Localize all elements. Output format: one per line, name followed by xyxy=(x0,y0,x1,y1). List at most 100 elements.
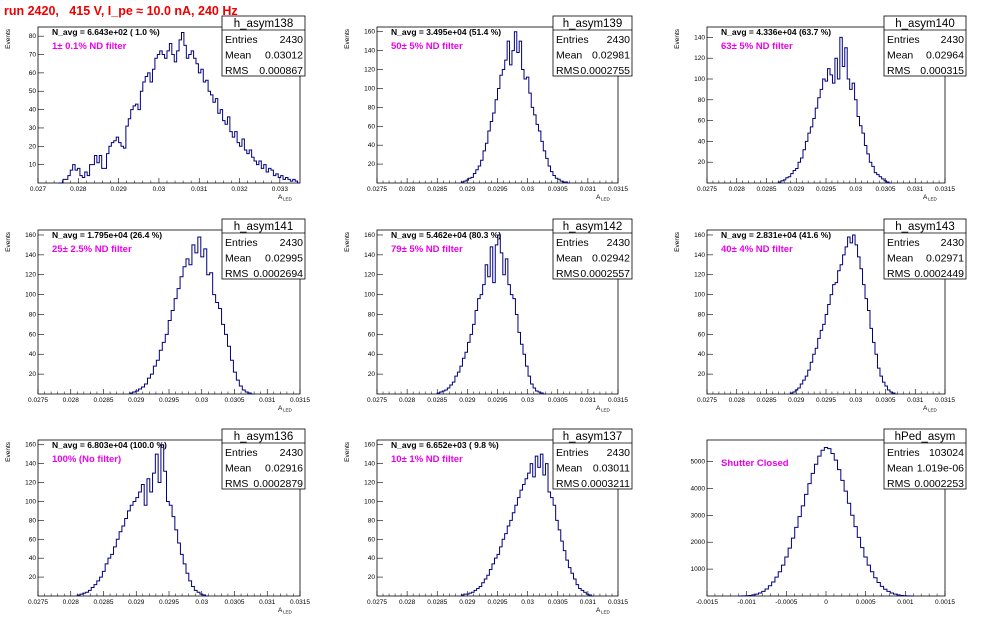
y-tick-label: 160 xyxy=(694,232,705,239)
x-axis-label: A xyxy=(596,607,601,614)
y-tick-label: 4000 xyxy=(691,485,706,492)
stats-box-frame xyxy=(883,15,967,77)
x-tick-label: 0.0315 xyxy=(608,397,628,404)
stats-value-rms: 0.0002253 xyxy=(914,478,964,490)
stats-label-rms: RMS xyxy=(225,65,248,77)
histogram-line xyxy=(777,36,892,184)
n-avg-label: N_avg = 6.803e+04 (100.0 %) xyxy=(52,440,167,450)
y-tick-label: 60 xyxy=(29,70,37,77)
x-tick-label: 0.0305 xyxy=(548,186,568,193)
x-axis-label-sub: LED xyxy=(601,610,611,615)
stats-label-entries: Entries xyxy=(225,447,258,459)
stats-value-rms: 0.0002879 xyxy=(253,478,303,490)
x-tick-label: 0.0275 xyxy=(697,186,717,193)
stats-value-entries: 2430 xyxy=(607,34,631,46)
stats-value-rms: 0.0002557 xyxy=(580,268,630,280)
stats-label-entries: Entries xyxy=(887,237,920,249)
stats-label-rms: RMS xyxy=(556,268,579,280)
x-tick-label: 0.0275 xyxy=(28,397,48,404)
histogram-panel-hPed_asym: -0.0015 -0.001 -0.0005 0 0.0005 0.001 0.0015 10… xyxy=(691,428,967,606)
x-tick-label: 0.028 xyxy=(63,599,80,606)
x-tick-label: 0.0285 xyxy=(94,599,114,606)
n-avg-label: N_avg = 6.652e+03 ( 9.8 %) xyxy=(391,440,499,450)
x-axis-label: A xyxy=(596,194,601,201)
y-tick-label: 80 xyxy=(698,97,706,104)
histogram-line xyxy=(789,234,898,395)
x-tick-label: 0.0295 xyxy=(159,599,179,606)
y-tick-label: 40 xyxy=(368,142,376,149)
x-tick-label: 0.029 xyxy=(788,397,805,404)
stats-label-rms: RMS xyxy=(225,268,248,280)
y-tick-label: 140 xyxy=(694,252,705,259)
y-tick-label: 100 xyxy=(364,498,375,505)
stats-box-frame xyxy=(883,218,967,280)
y-tick-label: 140 xyxy=(364,461,375,468)
y-tick-label: 30 xyxy=(29,125,37,132)
filter-label: 79± 5% ND filter xyxy=(391,244,463,255)
stats-value-mean: 0.02964 xyxy=(926,50,964,62)
stats-label-rms: RMS xyxy=(225,478,248,490)
x-tick-label: 0.028 xyxy=(399,599,416,606)
stats-label-mean: Mean xyxy=(887,253,913,265)
stats-value-entries: 2430 xyxy=(280,237,304,249)
stats-value-rms: 0.0002449 xyxy=(914,268,964,280)
y-tick-label: 50 xyxy=(29,88,37,95)
y-axis-label: Events xyxy=(674,28,681,49)
x-axis-label: A xyxy=(278,405,283,412)
x-tick-label: 0.029 xyxy=(788,186,805,193)
histogram-name: h_asym140 xyxy=(895,18,954,30)
x-tick-label: 0.0295 xyxy=(816,186,836,193)
stats-value-entries: 2430 xyxy=(607,447,631,459)
y-tick-label: 160 xyxy=(364,232,375,239)
x-tick-label: 0.0295 xyxy=(159,397,179,404)
x-tick-label: 0.0005 xyxy=(856,599,876,606)
page-title: run 2420, 415 V, I_pe ≈ 10.0 nA, 240 Hz xyxy=(4,4,238,18)
x-tick-label: 0.0305 xyxy=(548,397,568,404)
stats-value-entries: 103024 xyxy=(929,447,964,459)
histogram-name: h_asym143 xyxy=(895,221,954,233)
y-tick-label: 160 xyxy=(364,442,375,449)
x-axis-label-sub: LED xyxy=(601,408,611,413)
histogram-name: h_asym137 xyxy=(563,431,622,443)
x-tick-label: 0.0285 xyxy=(757,186,777,193)
histogram-name: hPed_asym xyxy=(895,431,956,443)
stats-box: h_asym142 Entries 2430 Mean 0.02942 RMS 0.0002… xyxy=(552,218,633,280)
x-tick-label: 0.0275 xyxy=(28,599,48,606)
stats-value-mean: 0.03012 xyxy=(265,50,303,62)
stats-value-entries: 2430 xyxy=(607,237,631,249)
x-tick-label: 0.0295 xyxy=(488,599,508,606)
y-tick-label: 160 xyxy=(25,442,36,449)
y-tick-label: 120 xyxy=(364,67,375,74)
stats-value-rms: 0.0003211 xyxy=(581,478,630,490)
y-tick-label: 20 xyxy=(698,159,706,166)
x-tick-label: 0.031 xyxy=(580,397,597,404)
x-tick-label: 0.03 xyxy=(195,599,208,606)
histogram-name: h_asym136 xyxy=(234,431,293,443)
stats-value-rms: 0.0002694 xyxy=(253,268,303,280)
x-tick-label: 0.0295 xyxy=(488,186,508,193)
filter-label: 25± 2.5% ND filter xyxy=(52,244,132,255)
stats-value-mean: 0.02971 xyxy=(926,253,964,265)
histogram-line xyxy=(738,447,914,597)
y-tick-label: 60 xyxy=(698,118,706,125)
y-tick-label: 140 xyxy=(25,461,36,468)
y-axis-label: Events xyxy=(674,231,681,252)
x-tick-label: 0.028 xyxy=(729,397,746,404)
stats-label-rms: RMS xyxy=(887,268,910,280)
y-tick-label: 120 xyxy=(364,272,375,279)
stats-label-mean: Mean xyxy=(225,463,251,475)
x-tick-label: 0.0275 xyxy=(367,599,387,606)
y-tick-label: 60 xyxy=(368,123,376,130)
x-tick-label: 0.0315 xyxy=(935,397,955,404)
y-tick-label: 120 xyxy=(25,480,36,487)
histogram-panel-h_asym137: 0.0275 0.028 0.0285 0.029 0.0295 0.03 0.0305 0.… xyxy=(344,428,633,615)
stats-label-mean: Mean xyxy=(556,463,582,475)
stats-box: h_asym139 Entries 2430 Mean 0.02981 RMS 0.0002… xyxy=(552,15,633,77)
stats-label-entries: Entries xyxy=(225,237,258,249)
y-tick-label: 20 xyxy=(368,371,376,378)
stats-box-frame xyxy=(552,218,633,280)
x-tick-label: 0.0285 xyxy=(757,397,777,404)
y-tick-label: 60 xyxy=(29,331,37,338)
x-tick-label: -0.001 xyxy=(737,599,756,606)
n-avg-label: N_avg = 4.336e+04 (63.7 %) xyxy=(721,27,831,37)
